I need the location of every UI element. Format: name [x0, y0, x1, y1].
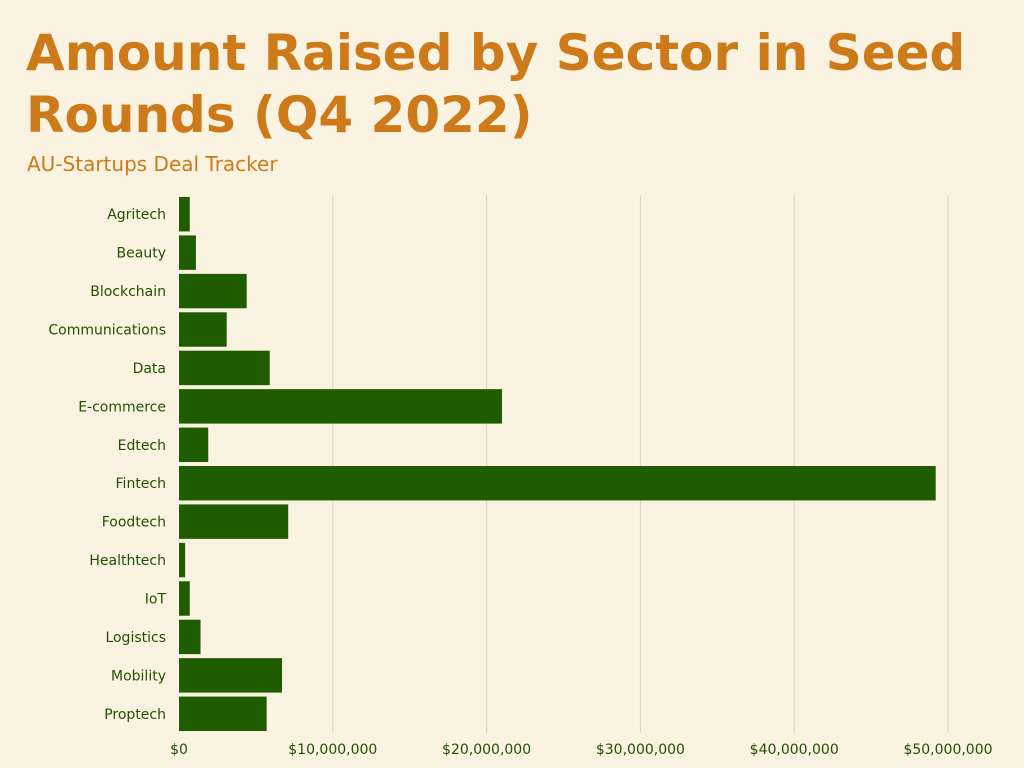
bar	[179, 312, 227, 347]
category-label: Proptech	[104, 707, 166, 723]
category-label: IoT	[145, 592, 167, 608]
bar	[179, 696, 267, 731]
category-label: Data	[133, 361, 166, 377]
bar	[179, 619, 201, 655]
category-label: Edtech	[118, 438, 166, 454]
bar	[179, 504, 289, 539]
bar	[179, 197, 190, 232]
category-label: Foodtech	[102, 515, 166, 531]
category-label: E-commerce	[78, 399, 166, 415]
x-tick-label: $10,000,000	[288, 742, 377, 758]
bar	[179, 389, 502, 424]
x-tick-label: $30,000,000	[596, 742, 685, 758]
category-label: Healthtech	[89, 553, 166, 569]
bar	[179, 658, 283, 693]
x-tick-label: $50,000,000	[903, 742, 992, 758]
category-label: Agritech	[107, 207, 166, 223]
x-tick-label: $20,000,000	[442, 742, 531, 758]
chart-title: Amount Raised by Sector in Seed Rounds (…	[26, 24, 966, 144]
bar	[179, 466, 936, 501]
category-label: Blockchain	[90, 284, 166, 300]
category-label: Mobility	[111, 668, 166, 684]
bar	[179, 273, 247, 309]
bar	[179, 581, 190, 616]
bar	[179, 542, 186, 578]
category-label: Communications	[48, 323, 166, 339]
bar	[179, 427, 209, 462]
x-tick-label: $40,000,000	[750, 742, 839, 758]
chart-subtitle: AU-Startups Deal Tracker	[27, 152, 278, 176]
x-tick-label: $0	[170, 742, 188, 758]
category-label: Fintech	[116, 476, 166, 492]
bar	[179, 235, 196, 270]
category-label: Beauty	[117, 246, 166, 262]
category-label: Logistics	[105, 630, 166, 646]
bar	[179, 350, 270, 386]
